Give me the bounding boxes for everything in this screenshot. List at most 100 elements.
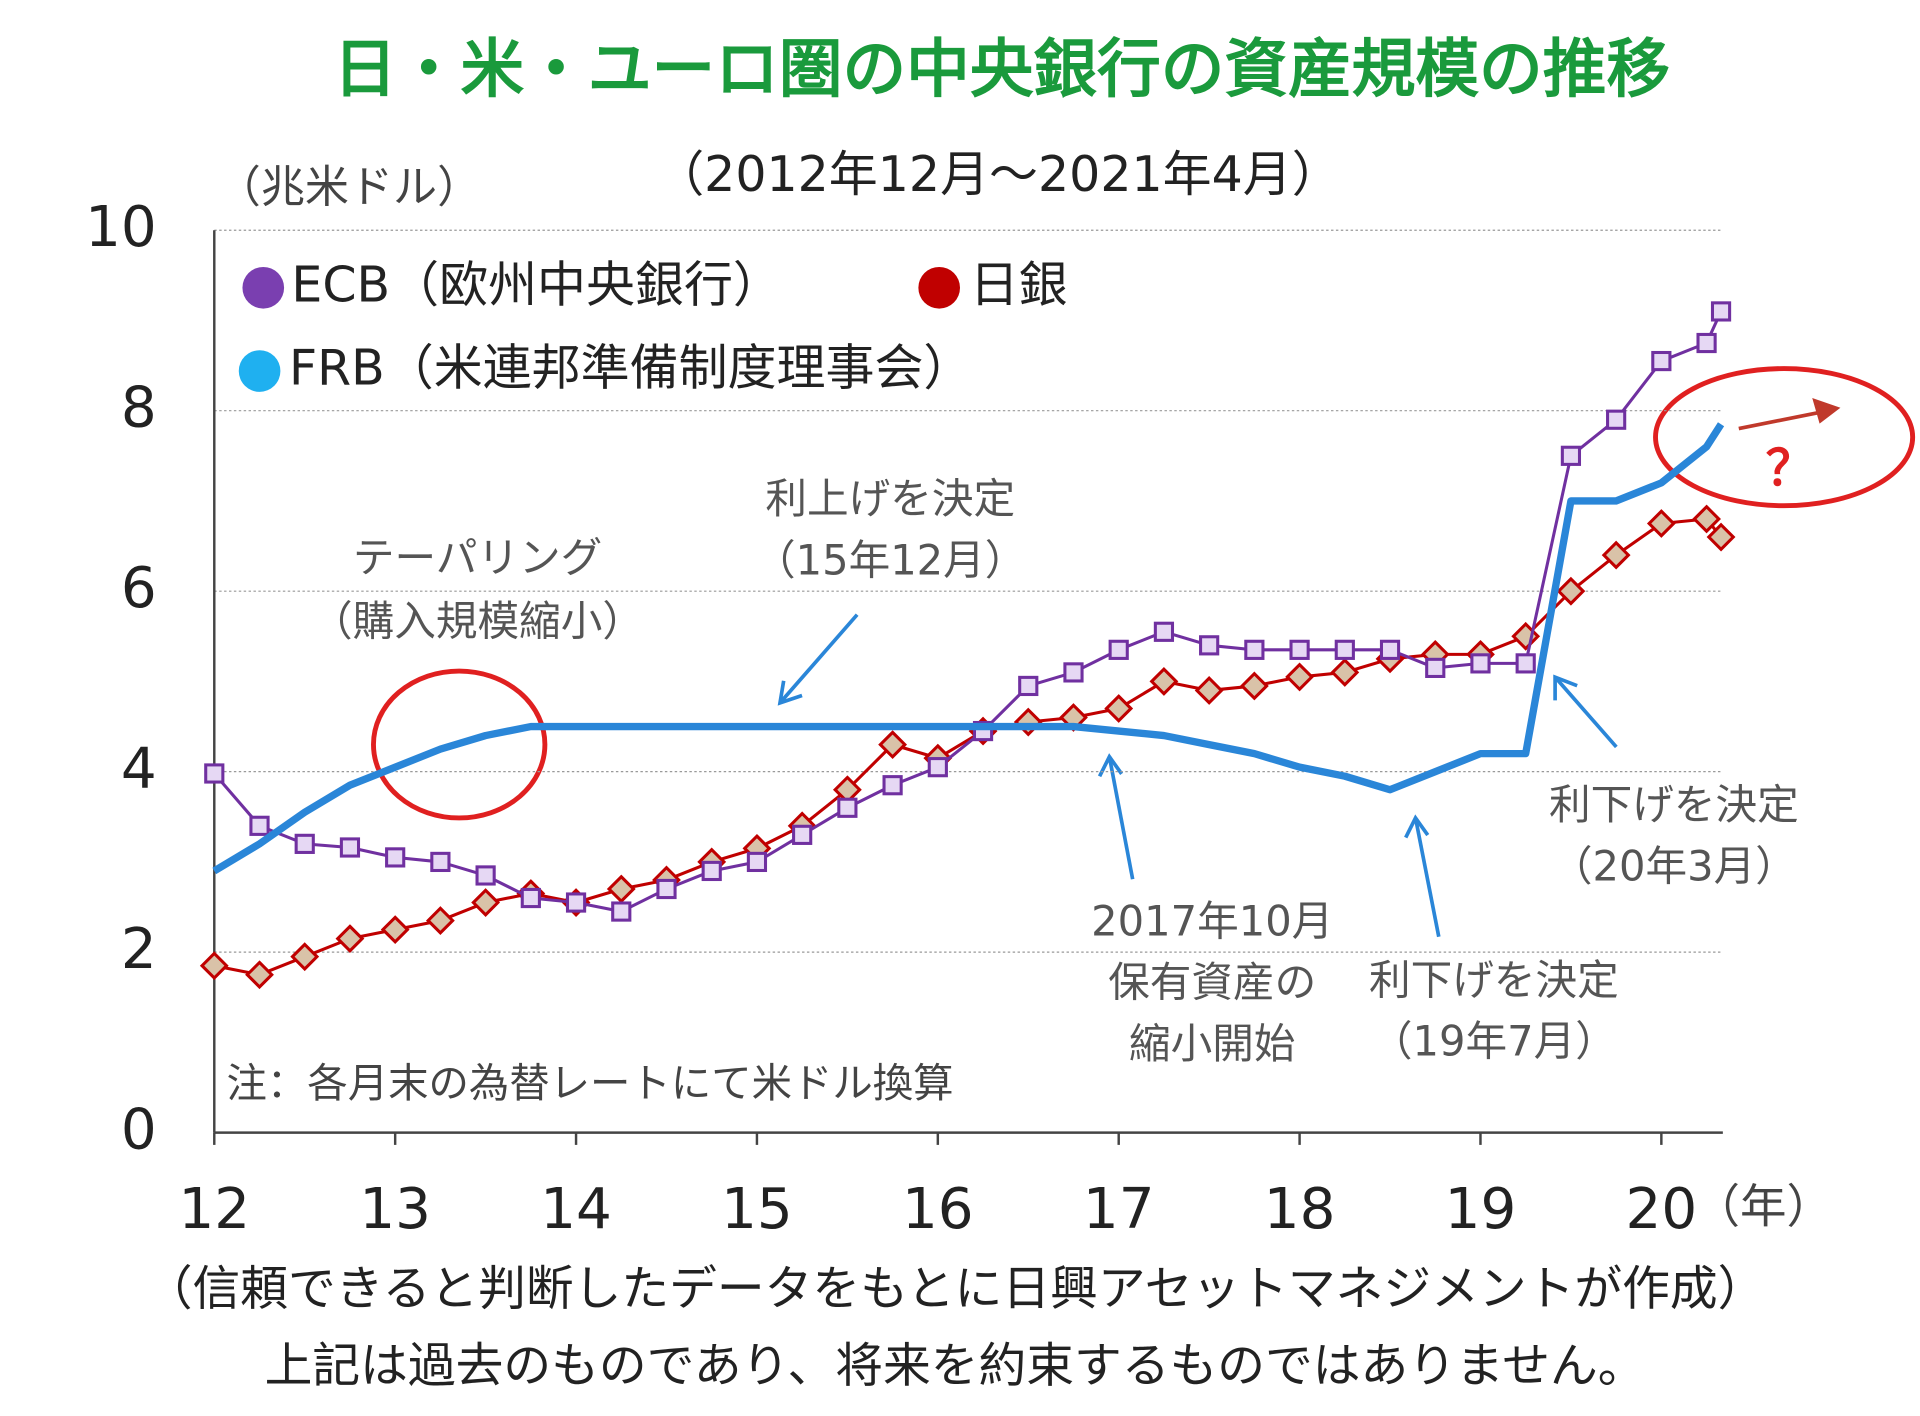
x-tick-label: 17	[1083, 1177, 1155, 1242]
x-tick-label: 14	[540, 1177, 612, 1242]
legend-marker	[238, 350, 281, 392]
ecb-marker	[520, 887, 541, 909]
ecb-marker	[1199, 635, 1220, 656]
chart-title: 日・米・ユーロ圏の中央銀行の資産規模の推移	[333, 33, 1670, 107]
annotation: 利上げを決定	[765, 474, 1015, 523]
ecb-marker	[701, 860, 722, 882]
ecb-marker	[1651, 350, 1672, 372]
x-tick-label: 19	[1445, 1177, 1517, 1242]
boj-marker	[1194, 676, 1224, 705]
ecb-marker	[746, 851, 768, 873]
y-tick-label: 4	[121, 736, 157, 801]
ecb-marker	[837, 797, 858, 818]
ecb-marker	[1153, 621, 1175, 642]
ecb-marker	[1425, 657, 1446, 678]
boj-marker	[245, 960, 274, 990]
annotation: （15年12月）	[754, 535, 1026, 584]
ecb-marker	[475, 865, 496, 886]
x-tick-label: 13	[359, 1177, 431, 1242]
ecb-marker	[927, 757, 948, 778]
ecb-marker	[656, 878, 677, 900]
ecb-marker	[1515, 653, 1536, 674]
boj-marker	[1330, 657, 1360, 687]
series-line	[212, 422, 1725, 875]
ecb-marker	[1018, 675, 1039, 697]
y-tick-label: 2	[121, 917, 157, 982]
annotation: 利下げを決定	[1549, 780, 1799, 829]
ecb-marker	[792, 824, 813, 845]
ecb-marker	[1289, 639, 1310, 660]
legend-label: 日銀	[970, 256, 1068, 313]
legend-marker	[242, 266, 285, 309]
ecb-marker	[1696, 332, 1717, 354]
x-tick-label: 15	[721, 1177, 793, 1242]
annotation: （20年3月）	[1551, 841, 1797, 890]
annotation: 保有資産の	[1108, 958, 1316, 1007]
boj-marker	[1706, 522, 1736, 552]
boj-marker	[199, 951, 229, 981]
x-tick-label: 20	[1626, 1177, 1698, 1242]
ecb-marker	[1244, 639, 1265, 660]
ecb-marker	[1560, 445, 1582, 466]
boj-marker	[878, 730, 908, 760]
ecb-marker	[882, 775, 903, 796]
decorations	[371, 366, 1916, 938]
source: （信頼できると判断したデータをもとに日興アセットマネジメントが作成）	[145, 1262, 1766, 1317]
legend-label: FRB（米連邦準備制度理事会）	[289, 340, 972, 397]
arrows	[777, 613, 1618, 938]
y-tick-label: 6	[121, 556, 157, 621]
boj-marker	[290, 942, 320, 972]
boj-marker	[1646, 509, 1676, 538]
note: 注：各月末の為替レートにて米ドル換算	[227, 1059, 954, 1107]
boj-marker	[1104, 694, 1134, 723]
ecb-marker	[1606, 409, 1627, 430]
ecb-marker	[1710, 301, 1732, 322]
chart-subtitle: （2012年12月～2021年4月）	[655, 146, 1340, 203]
ecb-marker	[565, 892, 587, 913]
annotation: テーパリング	[353, 533, 602, 582]
ecb-marker	[249, 815, 270, 836]
boj-marker	[335, 924, 365, 954]
x-tick-label: 18	[1264, 1177, 1336, 1242]
boj-marker	[1692, 504, 1721, 534]
ecb-marker	[1470, 653, 1491, 674]
ecb-marker	[294, 833, 315, 854]
annotation: （購入規模縮小）	[311, 596, 644, 645]
boj-marker	[606, 874, 636, 904]
boj-marker	[1013, 707, 1043, 737]
y-tick-label: 8	[121, 375, 157, 440]
annotation: （19年7月）	[1371, 1016, 1617, 1065]
legend-marker	[918, 266, 960, 309]
annotation: 2017年10月	[1091, 896, 1333, 945]
boj-marker	[1149, 667, 1179, 696]
boj-marker	[425, 906, 455, 935]
ecb-marker	[1379, 639, 1401, 660]
ecb-marker	[204, 763, 225, 784]
x-axis-label: （年）	[1693, 1179, 1833, 1233]
boj-marker	[380, 915, 410, 945]
y-axis-label: （兆米ドル）	[217, 162, 481, 213]
y-tick-label: 10	[85, 195, 157, 260]
ecb-marker	[611, 901, 632, 922]
annotation: ？	[1766, 440, 1815, 497]
ecb-marker	[430, 851, 451, 873]
highlight-circle	[371, 668, 548, 821]
boj-marker	[1285, 662, 1314, 692]
x-tick-label: 16	[902, 1177, 974, 1242]
legend-label: ECB（欧州中央銀行）	[291, 256, 781, 313]
annotation: 縮小開始	[1129, 1019, 1296, 1068]
ecb-marker	[1108, 639, 1129, 660]
ecb-marker	[339, 837, 361, 858]
y-tick-label: 0	[121, 1097, 157, 1162]
ecb-marker	[1334, 639, 1355, 660]
ecb-marker	[385, 847, 406, 868]
x-tick-label: 12	[178, 1177, 250, 1242]
ecb-marker	[1063, 662, 1084, 683]
boj-marker	[1239, 671, 1269, 701]
highlight-circle	[1653, 366, 1916, 509]
boj-marker	[1556, 576, 1586, 606]
source: 上記は過去のものであり、将来を約束するものではありません。	[265, 1339, 1646, 1394]
boj-marker	[471, 888, 501, 917]
annotation: 利下げを決定	[1369, 955, 1619, 1004]
